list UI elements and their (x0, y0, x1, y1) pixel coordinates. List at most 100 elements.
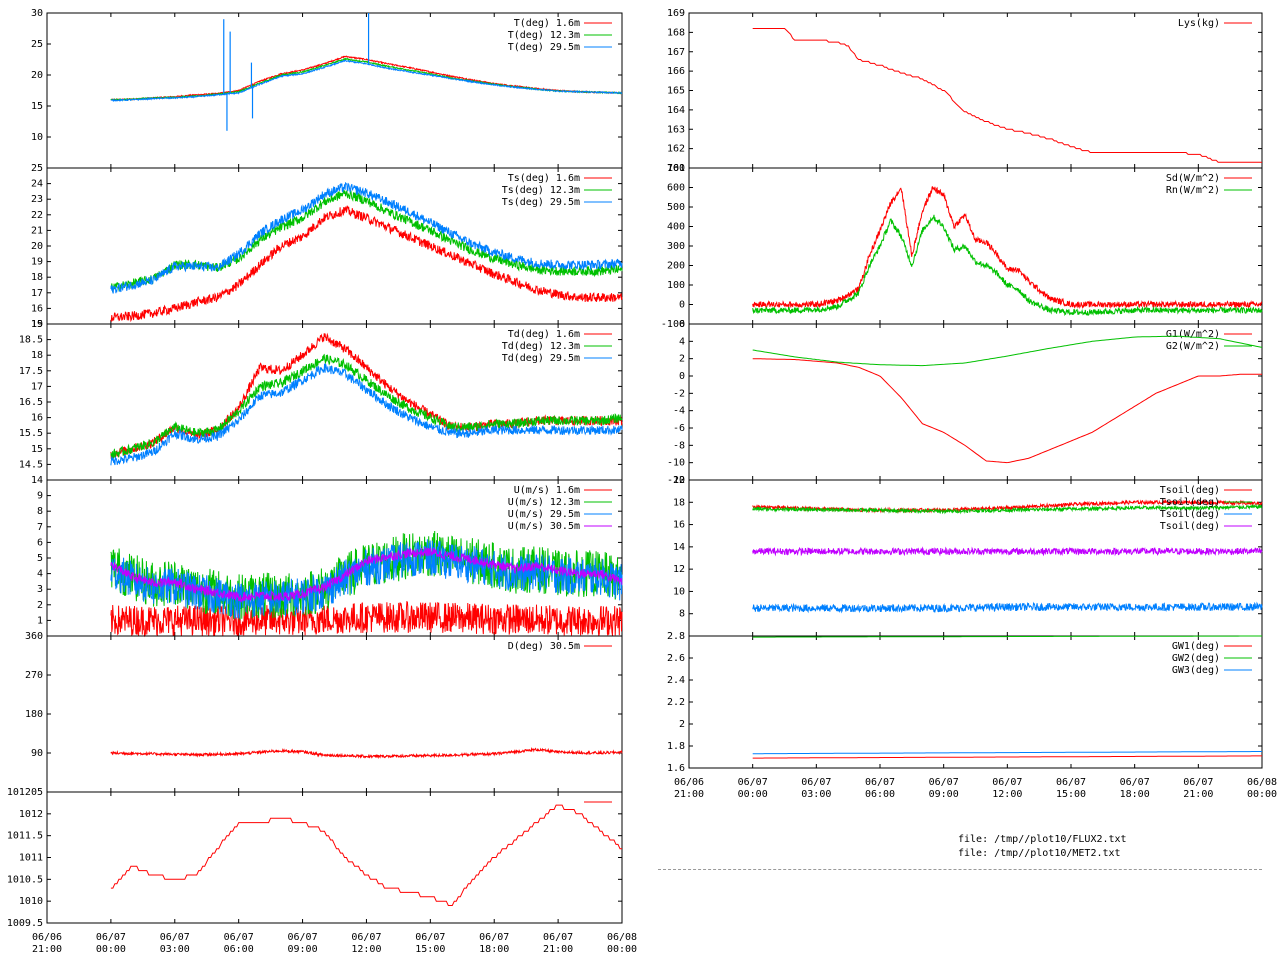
y-tick-label: -12 (667, 475, 685, 486)
x-tick-label: 21:00 (543, 944, 573, 955)
y-tick-label: 17.5 (19, 366, 43, 377)
x-tick-label: 06/07 (288, 932, 318, 943)
y-tick-label: 18 (31, 350, 43, 361)
y-tick-label: 2 (679, 354, 685, 365)
y-tick-label: 165 (667, 86, 685, 97)
y-tick-label: 200 (667, 261, 685, 272)
y-tick-label: 101205 (7, 787, 43, 798)
x-tick-label: 06/07 (543, 932, 573, 943)
x-tick-label: 09:00 (288, 944, 318, 955)
x-tick-label: 06/07 (1056, 777, 1086, 788)
y-tick-label: 19 (31, 319, 43, 330)
series-line (110, 182, 623, 294)
legend-label: T(deg) 29.5m (508, 42, 580, 53)
plot-frame (46, 635, 623, 793)
legend-label: U(m/s) 12.3m (508, 497, 580, 508)
series-line (110, 547, 623, 604)
legend-label: GW1(deg) (1172, 641, 1220, 652)
x-tick-label: 06/08 (1247, 777, 1277, 788)
legend-label: U(m/s) 1.6m (514, 485, 580, 496)
series-line (110, 804, 622, 906)
y-tick-label: 8 (679, 609, 685, 620)
y-tick-label: 16 (673, 520, 685, 531)
y-tick-label: 1010.5 (7, 874, 43, 885)
panel-R4: 8101214161820Tsoil(deg)Tsoil(deg)Tsoil(d… (673, 475, 1263, 637)
x-tick-label: 06/08 (607, 932, 637, 943)
x-tick-label: 06/07 (160, 932, 190, 943)
y-tick-label: 164 (667, 105, 685, 116)
x-tick-label: 06/07 (415, 932, 445, 943)
y-tick-label: 16.5 (19, 397, 43, 408)
legend-label: D(deg) 30.5m (508, 641, 580, 652)
y-tick-label: 163 (667, 124, 685, 135)
y-tick-label: 23 (31, 194, 43, 205)
legend-label: Ts(deg) 1.6m (508, 173, 580, 184)
y-tick-label: 0 (679, 300, 685, 311)
y-tick-label: 25 (31, 39, 43, 50)
legend-label: Sd(W/m^2) (1166, 173, 1220, 184)
y-tick-label: 22 (31, 210, 43, 221)
y-tick-label: 18.5 (19, 335, 43, 346)
series-line (752, 335, 1263, 367)
y-tick-label: 700 (667, 163, 685, 174)
x-tick-label: 18:00 (1120, 789, 1150, 800)
y-tick-label: 2 (679, 719, 685, 730)
y-tick-label: -6 (673, 423, 685, 434)
x-tick-label: 06:00 (865, 789, 895, 800)
panel-R2: -100 0 100 200 300 400 500 600 700 Sd(W/m^2)Rn(W/… (661, 163, 1263, 330)
series-line (752, 635, 1262, 638)
x-tick-label: 06:00 (224, 944, 254, 955)
series-line (752, 546, 1263, 557)
series-line (752, 214, 1263, 317)
y-tick-label: 2.8 (667, 631, 685, 642)
y-tick-label: 1011.5 (7, 831, 43, 842)
panel-R3: -10 -8 -6 -4 -2 0 2 4 6 -12 G1(W/m^2)G2(W/m^2) (667, 319, 1263, 486)
panel-L3: 14 14.5 15 15.5 16 16.5 17 17.5 18 18.5 19 Td(deg) … (19, 319, 623, 486)
y-tick-label: 1 (37, 615, 43, 626)
y-tick-label: 2.4 (667, 675, 685, 686)
y-tick-label: 100 (667, 280, 685, 291)
x-tick-label: 06/07 (992, 777, 1022, 788)
x-tick-label: 00:00 (1247, 789, 1277, 800)
y-tick-label: 15 (31, 101, 43, 112)
y-tick-label: 24 (31, 179, 43, 190)
y-tick-label: 400 (667, 222, 685, 233)
y-tick-label: 20 (31, 241, 43, 252)
x-tick-label: 00:00 (738, 789, 768, 800)
y-tick-label: 3 (37, 584, 43, 595)
legend-label: Ts(deg) 29.5m (502, 197, 580, 208)
y-tick-label: 1011 (19, 853, 43, 864)
y-tick-label: 18 (673, 497, 685, 508)
x-tick-label: 03:00 (801, 789, 831, 800)
y-tick-label: 10 (31, 132, 43, 143)
y-tick-label: 166 (667, 66, 685, 77)
y-tick-label: 15.5 (19, 428, 43, 439)
legend-label: Ts(deg) 12.3m (502, 185, 580, 196)
legend-label: Lys(kg) (1178, 18, 1220, 29)
x-tick-label: 06/07 (96, 932, 126, 943)
y-tick-label: 6 (37, 537, 43, 548)
legend-label: U(m/s) 29.5m (508, 509, 580, 520)
x-tick-label: 03:00 (160, 944, 190, 955)
legend-label: Tsoil(deg) (1160, 497, 1220, 508)
series-line (110, 59, 623, 103)
series-line (110, 205, 623, 323)
y-tick-label: 1010 (19, 896, 43, 907)
y-tick-label: 20 (673, 475, 685, 486)
y-tick-label: 167 (667, 47, 685, 58)
y-tick-label: 14.5 (19, 459, 43, 470)
y-tick-label: 1.6 (667, 763, 685, 774)
x-tick-label: 15:00 (1056, 789, 1086, 800)
panel-L1: 10 15 20 25 30 T(deg) 1.6mT(deg) 12.3mT(deg) … (31, 8, 623, 169)
series-line (110, 363, 623, 466)
plot-frame (46, 791, 623, 924)
series-line (110, 353, 623, 460)
y-tick-label: 1009.5 (7, 918, 43, 929)
legend-label: GW3(deg) (1172, 665, 1220, 676)
x-tick-label: 06/07 (1183, 777, 1213, 788)
series-line (752, 503, 1262, 515)
x-tick-label: 06/07 (738, 777, 768, 788)
x-tick-label: 00:00 (607, 944, 637, 955)
panel-L6: 1009.5 1010 1010.5 1011 1011.5 1012 101205 (7, 787, 623, 929)
series-line (110, 600, 623, 638)
